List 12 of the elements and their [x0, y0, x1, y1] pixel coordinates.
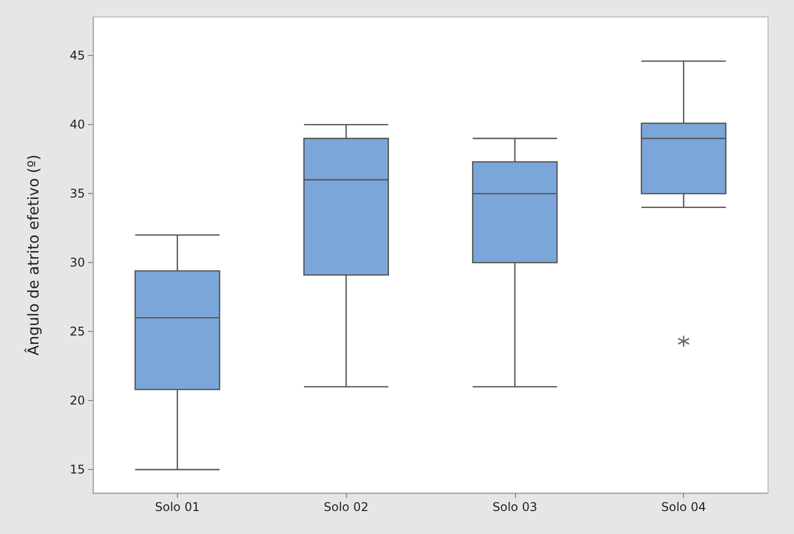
y-tick-label: 35 [70, 186, 85, 201]
x-tick-label: Solo 01 [155, 500, 200, 514]
y-tick-label: 15 [70, 462, 85, 477]
y-tick-label: 45 [70, 48, 85, 63]
x-tick-label: Solo 04 [661, 500, 706, 514]
y-axis-title: Ângulo de atrito efetivo (º) [24, 154, 42, 356]
y-tick-label: 40 [70, 118, 85, 132]
y-tick-label: 20 [70, 394, 85, 408]
x-tick-label: Solo 02 [324, 500, 368, 514]
y-tick-label: 25 [70, 324, 85, 339]
x-tick-label: Solo 03 [492, 500, 538, 514]
y-tick-label: 30 [70, 256, 85, 270]
